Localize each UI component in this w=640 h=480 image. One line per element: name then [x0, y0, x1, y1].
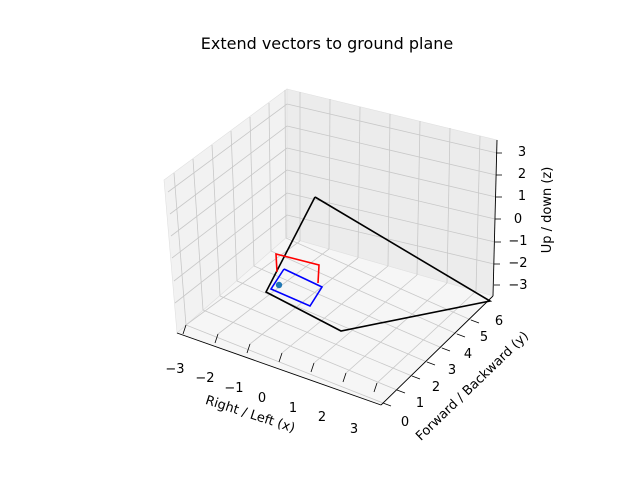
x-tick-label: 0: [258, 391, 266, 406]
x-tick-label: −3: [165, 362, 184, 377]
x-tick-mark: [310, 362, 315, 373]
z-tick-label: 2: [518, 167, 526, 182]
x-tick-mark: [342, 372, 347, 383]
x-tick-mark: [246, 343, 251, 354]
series-blue-rectangle: [269, 268, 324, 308]
y-tick-mark: [396, 389, 406, 394]
y-tick-mark: [426, 361, 436, 366]
y-tick-label: 1: [416, 396, 424, 411]
z-tick-label: −3: [508, 278, 527, 293]
y-tick-label: 4: [464, 347, 472, 362]
x-tick-mark: [278, 352, 283, 363]
x-tick-mark: [373, 382, 378, 393]
z-tick-label: 1: [518, 189, 526, 204]
x-tick-label: −2: [195, 371, 214, 386]
x-tick-label: 3: [350, 422, 358, 437]
grid-lines: [167, 89, 498, 404]
y-tick-mark: [411, 375, 421, 380]
y-tick-label: 2: [432, 380, 440, 395]
y-axis-line: [380, 295, 494, 406]
z-tick-label: −1: [508, 234, 527, 249]
z-axis-ticks: 3 2 1 0 −1 −2 −3: [494, 145, 528, 293]
x-tick-label: 2: [318, 410, 326, 425]
y-tick-mark: [382, 402, 392, 407]
x-tick-label: −1: [224, 381, 243, 396]
y-tick-mark: [456, 333, 466, 338]
z-tick-label: 0: [514, 212, 522, 227]
series-red-rectangle: [275, 252, 320, 284]
series-ground-quad: [264, 196, 493, 332]
z-axis-line: [492, 139, 498, 297]
z-tick-label: −2: [508, 256, 527, 271]
z-axis-label: Up / down (z): [540, 167, 555, 254]
z-tick-label: 3: [518, 145, 526, 160]
x-axis-label: Right / Left (x): [203, 393, 296, 436]
x-tick-mark: [182, 324, 187, 335]
y-tick-label: 3: [448, 363, 456, 378]
x-axis-ticks: −3 −2 −1 0 1 2 3: [165, 324, 378, 437]
chart-title: Extend vectors to ground plane: [201, 34, 453, 53]
y-tick-mark: [441, 347, 451, 352]
y-tick-label: 0: [401, 415, 409, 430]
y-tick-label: 6: [495, 314, 503, 329]
x-tick-label: 1: [289, 401, 297, 416]
x-axis-line: [176, 332, 382, 406]
y-tick-mark: [470, 319, 480, 324]
x-tick-mark: [214, 333, 219, 344]
series-origin-point: [275, 281, 283, 289]
y-tick-label: 5: [480, 330, 488, 345]
axis-lines: [176, 139, 498, 406]
